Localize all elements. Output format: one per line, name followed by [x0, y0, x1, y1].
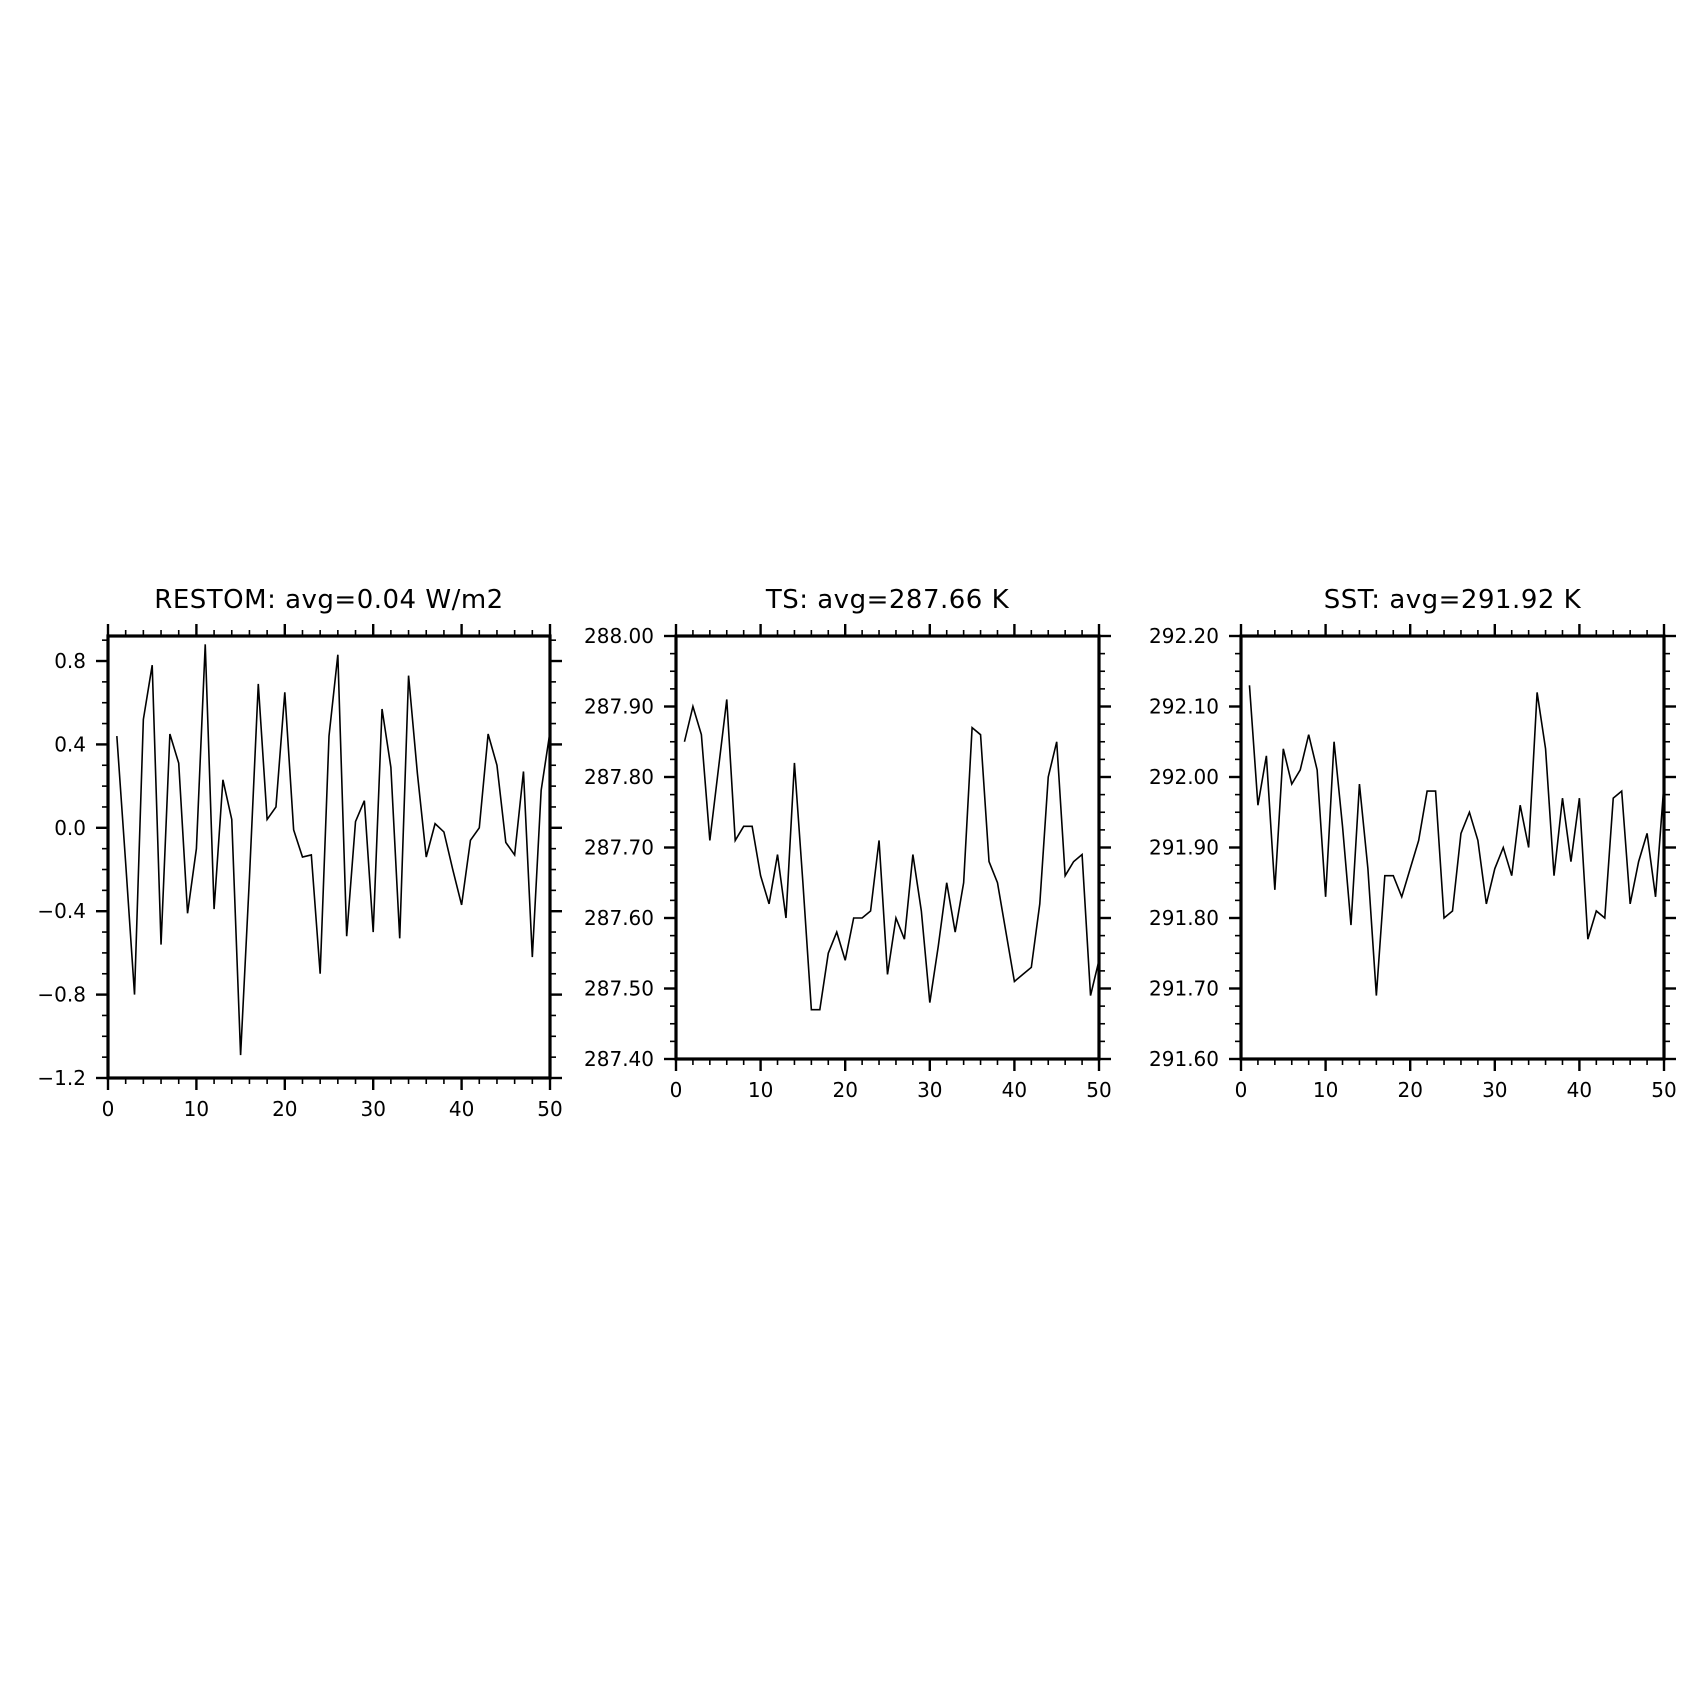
x-tick-label: 20	[1397, 1078, 1422, 1102]
y-tick-label: 292.00	[1149, 765, 1219, 789]
x-tick-label: 20	[832, 1078, 857, 1102]
x-tick-label: 40	[1567, 1078, 1592, 1102]
x-tick-label: 30	[1482, 1078, 1507, 1102]
sst-panel: SST: avg=291.92 K 0 10 20 30 40 50 291.60 291.70…	[1149, 585, 1677, 1102]
y-tick-label: 288.00	[584, 624, 654, 648]
plot-frame	[106, 634, 552, 1080]
y-tick-label: −1.2	[37, 1066, 86, 1090]
x-tick-label: 10	[748, 1078, 773, 1102]
y-tick-label: −0.4	[37, 899, 86, 923]
y-tick-label: 291.90	[1149, 836, 1219, 860]
y-tick-label: 287.40	[584, 1047, 654, 1071]
x-tick-label: 0	[102, 1097, 115, 1121]
x-tick-label: 0	[670, 1078, 683, 1102]
plot-frame	[674, 634, 1101, 1061]
y-tick-label: 291.80	[1149, 906, 1219, 930]
x-tick-label: 50	[537, 1097, 562, 1121]
y-tick-label: 287.80	[584, 765, 654, 789]
y-tick-label: 291.60	[1149, 1047, 1219, 1071]
x-tick-label: 30	[360, 1097, 385, 1121]
chart-title: SST: avg=291.92 K	[1324, 585, 1582, 615]
x-tick-label: 0	[1235, 1078, 1248, 1102]
y-tick-label: 0.4	[54, 732, 86, 756]
x-tick-label: 50	[1086, 1078, 1111, 1102]
x-tick-label: 10	[1313, 1078, 1338, 1102]
chart-title: RESTOM: avg=0.04 W/m2	[154, 585, 503, 615]
y-tick-label: 287.90	[584, 695, 654, 719]
y-tick-label: 292.10	[1149, 695, 1219, 719]
x-tick-label: 40	[1002, 1078, 1027, 1102]
x-tick-label: 50	[1651, 1078, 1676, 1102]
y-tick-label: 0.8	[54, 649, 86, 673]
restom-panel: RESTOM: avg=0.04 W/m2 0 10 20 30 40 50 −1.2 −0.8…	[37, 585, 562, 1121]
y-tick-label: 287.70	[584, 836, 654, 860]
x-tick-label: 10	[184, 1097, 209, 1121]
y-tick-label: 287.50	[584, 977, 654, 1001]
ts-panel: TS: avg=287.66 K 0 10 20 30 40 50 287.40 287.50 2…	[584, 585, 1112, 1102]
x-tick-label: 40	[449, 1097, 474, 1121]
y-tick-label: 287.60	[584, 906, 654, 930]
series-line	[683, 699, 1100, 1011]
plot-frame	[1239, 634, 1666, 1061]
y-tick-label: 292.20	[1149, 624, 1219, 648]
y-tick-label: 291.70	[1149, 977, 1219, 1001]
y-tick-label: 0.0	[54, 816, 86, 840]
series-line	[116, 644, 551, 1056]
x-tick-label: 20	[272, 1097, 297, 1121]
series-line	[1248, 685, 1665, 996]
y-tick-label: −0.8	[37, 983, 86, 1007]
chart-title: TS: avg=287.66 K	[765, 585, 1010, 615]
x-tick-label: 30	[917, 1078, 942, 1102]
